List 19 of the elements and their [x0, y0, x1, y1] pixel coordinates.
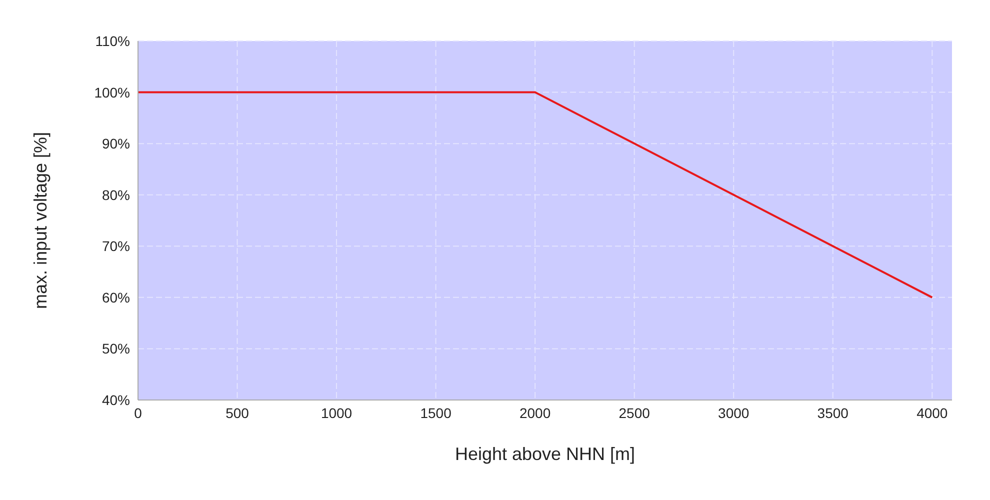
x-tick-label: 1500	[420, 404, 452, 421]
y-tick-label: 100%	[94, 84, 130, 100]
x-tick-label: 1000	[320, 404, 352, 421]
y-axis-title: max. input voltage [%]	[30, 132, 50, 310]
y-tick-label: 60%	[102, 289, 130, 306]
y-tick-label: 110%	[95, 32, 130, 49]
y-tick-label: 40%	[102, 392, 130, 408]
x-tick-label: 500	[226, 404, 250, 421]
x-tick-label: 4000	[916, 404, 948, 421]
x-tick-label: 2000	[519, 404, 551, 421]
x-axis-title: Height above NHN [m]	[454, 444, 636, 464]
y-tick-label: 70%	[102, 238, 130, 254]
x-tick-label: 2500	[618, 404, 650, 421]
y-tick-label: 50%	[102, 340, 130, 357]
x-tick-label: 3000	[718, 404, 750, 421]
x-tick-label: 0	[134, 404, 142, 421]
y-tick-label: 90%	[102, 136, 130, 152]
x-tick-label: 3500	[817, 404, 849, 421]
y-tick-label: 80%	[102, 186, 130, 203]
